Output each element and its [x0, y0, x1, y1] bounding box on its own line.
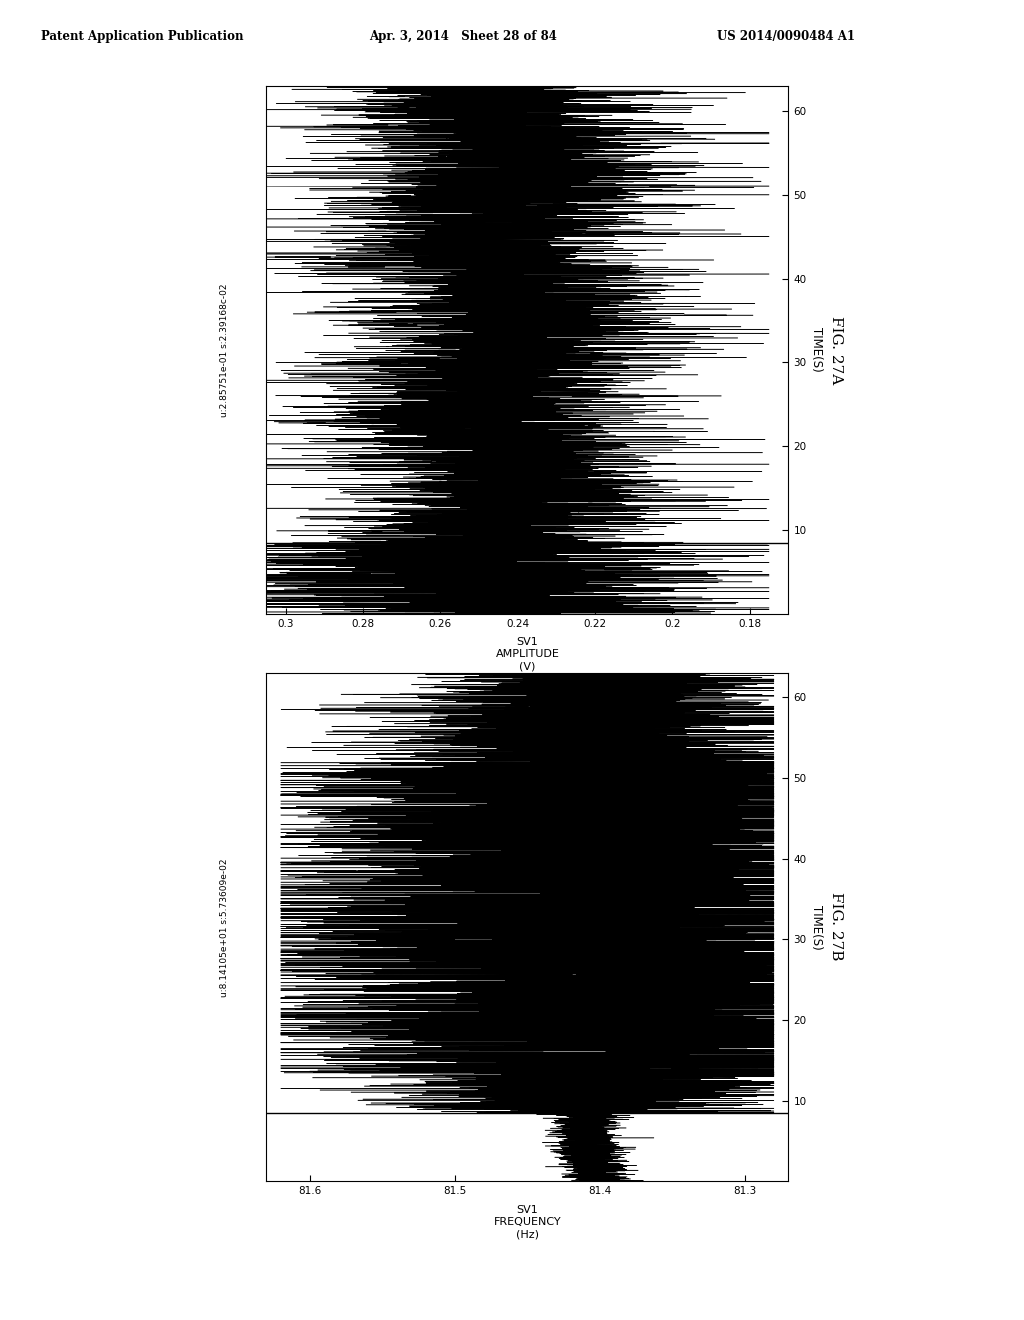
- Text: Patent Application Publication: Patent Application Publication: [41, 30, 244, 44]
- Y-axis label: TIME(S): TIME(S): [810, 327, 823, 372]
- Text: FIG. 27B: FIG. 27B: [829, 892, 844, 961]
- X-axis label: SV1
AMPLITUDE
(V): SV1 AMPLITUDE (V): [496, 638, 559, 672]
- Text: u:2.85751e-01 s:2.39168c-02: u:2.85751e-01 s:2.39168c-02: [220, 282, 229, 417]
- Text: u:8.14105e+01 s:5.73609e-02: u:8.14105e+01 s:5.73609e-02: [220, 858, 229, 997]
- Y-axis label: TIME(S): TIME(S): [810, 906, 823, 949]
- Text: US 2014/0090484 A1: US 2014/0090484 A1: [717, 30, 855, 44]
- Text: FIG. 27A: FIG. 27A: [829, 315, 844, 384]
- Text: Apr. 3, 2014   Sheet 28 of 84: Apr. 3, 2014 Sheet 28 of 84: [369, 30, 556, 44]
- X-axis label: SV1
FREQUENCY
(Hz): SV1 FREQUENCY (Hz): [494, 1205, 561, 1239]
